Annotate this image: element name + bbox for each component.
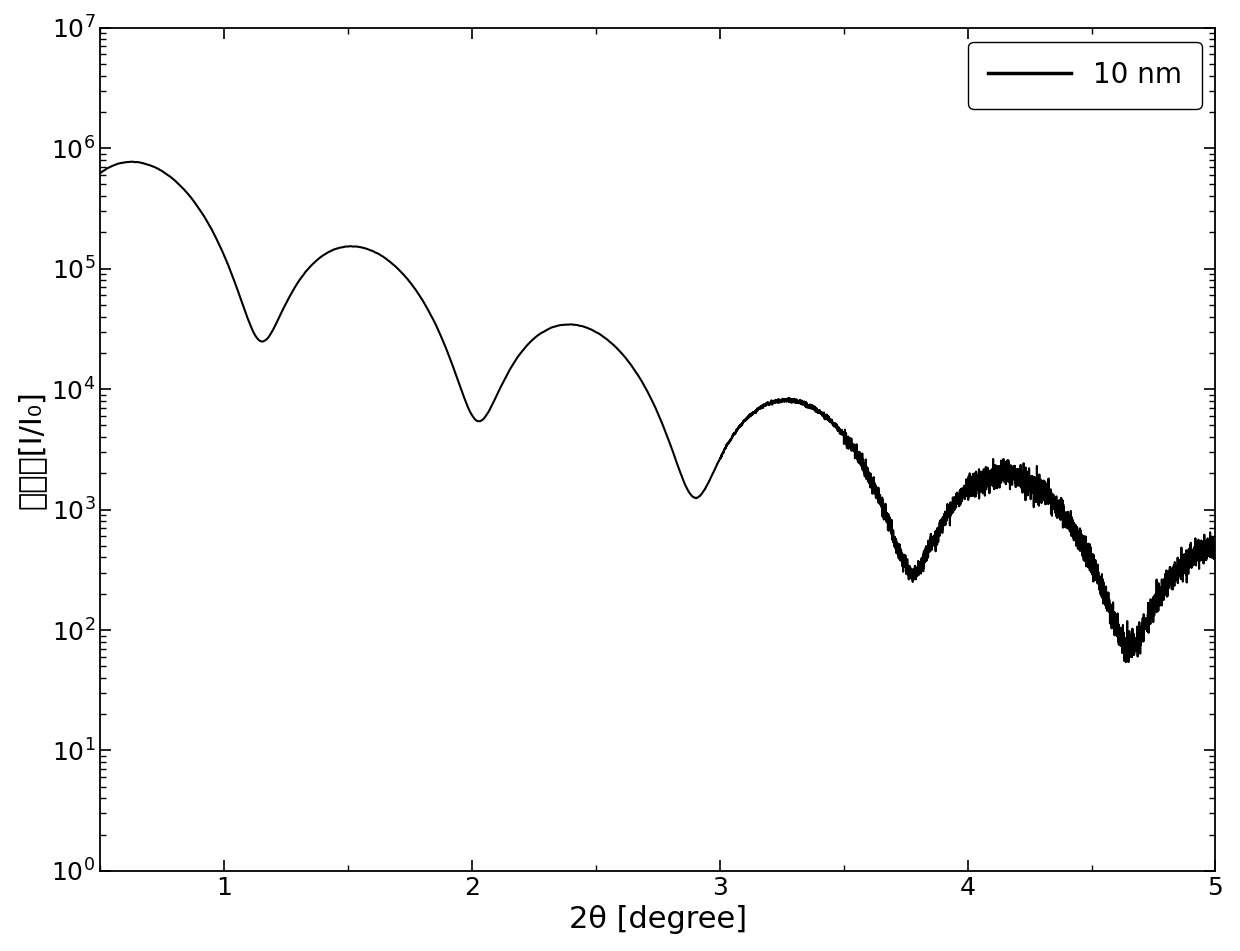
X-axis label: 2θ [degree]: 2θ [degree]	[569, 905, 746, 934]
Y-axis label: 反射率[I/I₀]: 反射率[I/I₀]	[16, 390, 46, 509]
Legend: 10 nm: 10 nm	[968, 42, 1202, 108]
